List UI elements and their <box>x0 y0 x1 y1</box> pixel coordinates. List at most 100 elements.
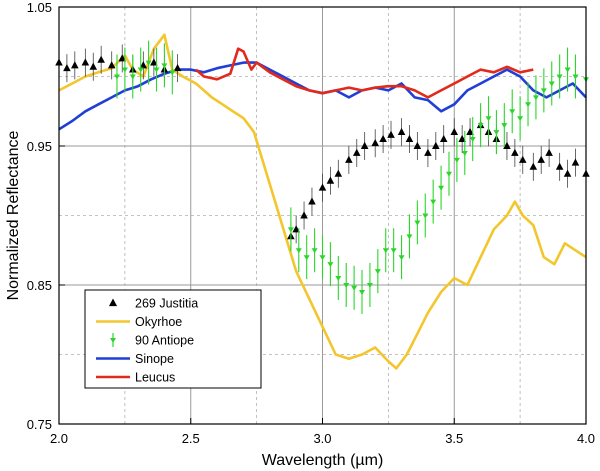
axis-ticks: 2.0 2.5 3.0 3.5 4.0 0.75 0.85 0.95 1.05 <box>27 0 595 446</box>
legend-item-269-justitia: 269 Justitia <box>108 297 198 311</box>
data-point <box>129 74 136 80</box>
data-point <box>387 130 395 138</box>
legend-label: Sinope <box>135 352 174 366</box>
series-line-leucus <box>195 47 534 99</box>
data-point <box>485 116 492 122</box>
data-point <box>311 248 318 254</box>
series-leucus <box>195 47 534 99</box>
series-okyrhoe <box>58 33 587 370</box>
data-point <box>379 134 387 142</box>
data-point <box>453 157 460 163</box>
x-tick-label: 3.5 <box>445 431 463 446</box>
data-point <box>503 141 511 149</box>
data-point <box>390 248 397 254</box>
data-point <box>477 123 484 129</box>
data-point <box>359 289 366 295</box>
data-point <box>318 183 327 191</box>
y-tick-label: 1.05 <box>27 0 52 15</box>
legend-item-okyrhoe: Okyrhoe <box>96 315 182 329</box>
data-point <box>81 58 90 66</box>
legend-label: 90 Antiope <box>135 334 194 348</box>
y-tick-label: 0.75 <box>27 417 52 432</box>
y-tick-label: 0.85 <box>27 278 52 293</box>
data-point <box>548 81 555 87</box>
data-point <box>537 155 545 163</box>
data-point <box>572 74 579 80</box>
data-point <box>414 220 421 226</box>
data-point <box>292 225 300 233</box>
data-point <box>540 88 547 94</box>
data-point <box>352 148 361 156</box>
data-point <box>422 213 429 219</box>
data-point <box>295 248 302 254</box>
data-point <box>529 162 538 170</box>
legend-swatch-marker <box>110 338 116 343</box>
data-point <box>121 67 128 73</box>
data-point <box>461 150 468 156</box>
data-point <box>366 283 373 288</box>
data-point <box>287 227 294 233</box>
data-point <box>571 158 580 166</box>
data-point <box>303 255 310 261</box>
data-point <box>517 116 524 122</box>
data-point <box>556 74 563 80</box>
data-point <box>450 127 459 136</box>
data-point <box>360 141 369 149</box>
data-point <box>413 141 422 149</box>
legend-label: 269 Justitia <box>135 297 198 311</box>
legend-item-sinope: Sinope <box>96 352 174 366</box>
data-point <box>563 169 572 177</box>
data-point <box>113 74 120 80</box>
data-point <box>564 67 571 73</box>
y-axis-title: Normalized Reflectance <box>5 130 22 300</box>
data-series <box>55 33 590 370</box>
data-point <box>397 127 406 136</box>
data-point <box>445 171 452 177</box>
data-point <box>71 61 79 69</box>
data-point <box>334 169 343 177</box>
data-point <box>97 55 105 63</box>
data-point <box>169 70 176 76</box>
data-point <box>107 61 116 69</box>
legend-label: Okyrhoe <box>135 315 182 329</box>
x-tick-label: 4.0 <box>577 431 595 446</box>
data-point <box>432 141 440 149</box>
data-point <box>137 67 144 73</box>
data-point <box>493 130 500 136</box>
data-point <box>398 255 405 261</box>
data-point <box>406 234 413 240</box>
data-point <box>319 255 326 261</box>
data-point <box>382 248 389 254</box>
data-point <box>438 185 445 191</box>
data-point <box>518 155 527 163</box>
x-axis-title: Wavelength (µm) <box>262 452 384 469</box>
data-point <box>89 62 98 70</box>
x-tick-label: 3.0 <box>313 431 331 446</box>
data-point <box>545 148 553 156</box>
data-point <box>501 123 508 129</box>
data-point <box>374 269 381 275</box>
data-point <box>345 155 353 163</box>
x-tick-label: 2.0 <box>50 431 68 446</box>
data-point <box>139 61 148 69</box>
data-point <box>466 127 474 136</box>
data-point <box>555 162 564 170</box>
data-point <box>173 63 182 72</box>
data-point <box>430 199 437 205</box>
data-point <box>458 134 466 142</box>
data-point <box>153 67 160 73</box>
data-point <box>300 211 308 219</box>
data-point <box>327 262 334 268</box>
data-point <box>308 197 316 205</box>
y-tick-label: 0.95 <box>27 139 52 154</box>
data-point <box>509 109 516 115</box>
data-point <box>351 285 358 291</box>
legend-swatch <box>108 298 118 307</box>
data-point <box>371 139 379 147</box>
data-point <box>326 176 335 184</box>
legend-item-leucus: Leucus <box>96 371 175 385</box>
legend-label: Leucus <box>135 371 175 385</box>
data-point <box>145 60 152 66</box>
